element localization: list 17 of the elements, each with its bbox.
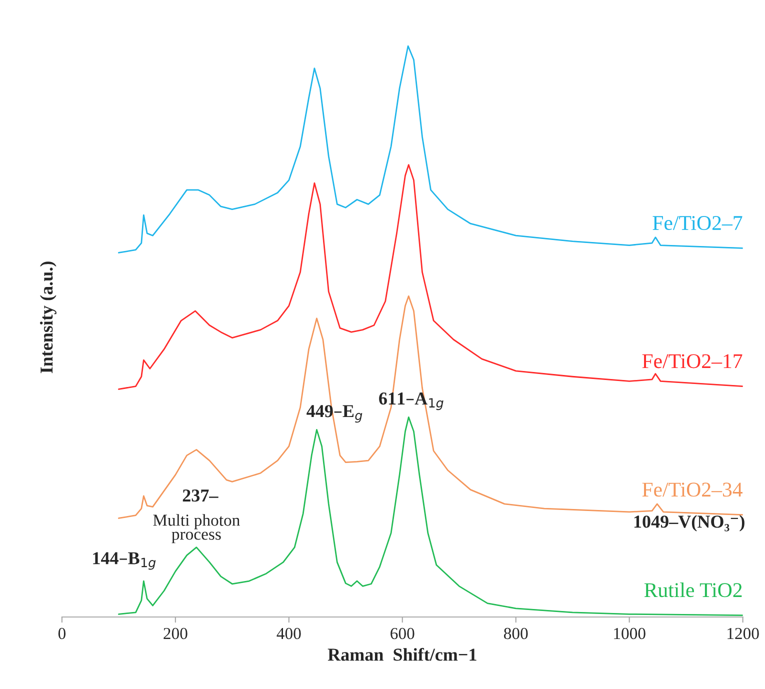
- x-axis-title: Raman Shift/cm−1: [328, 648, 476, 661]
- annotation: 237–: [182, 490, 218, 502]
- series-label: Fe/TiO2–7: [652, 216, 742, 230]
- series-label: Fe/TiO2–34: [642, 482, 742, 497]
- annotation: 144–B$_{1g}$: [93, 552, 156, 570]
- x-tick-label: 0: [58, 628, 66, 640]
- x-tick-label: 1200: [728, 628, 759, 640]
- x-tick-label: 200: [164, 628, 188, 640]
- series-label: Fe/TiO2–17: [642, 354, 742, 368]
- x-tick-label: 600: [390, 628, 414, 640]
- x-tick-label: 800: [504, 628, 528, 640]
- annotation: Multi photon process: [153, 514, 240, 544]
- x-tick-label: 400: [276, 628, 301, 640]
- annotation: 1049–V(NO₃⁻): [634, 515, 744, 532]
- x-tick-label: 1000: [614, 628, 646, 640]
- series-label: Rutile TiO2: [644, 582, 742, 598]
- y-axis-title: Intensity (a.u.): [40, 262, 56, 374]
